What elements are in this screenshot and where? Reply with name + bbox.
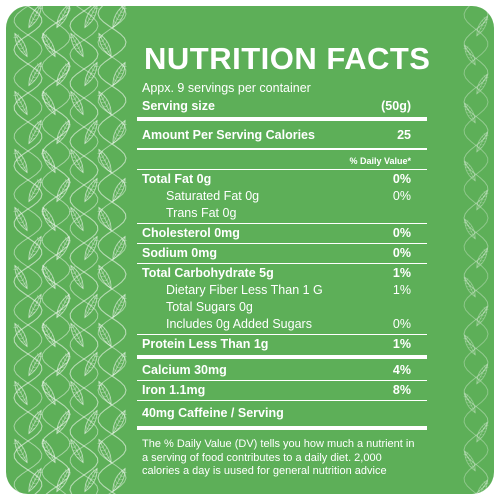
nutrient-dv: 1%	[392, 337, 411, 351]
nutrient-label: Saturated Fat 0g	[166, 189, 260, 203]
divider	[137, 380, 427, 381]
servings-per-container: Appx. 9 servings per container	[142, 81, 311, 95]
nutrient-dv: 0%	[392, 172, 411, 186]
nutrient-dv: 1%	[392, 266, 411, 280]
nutrient-row-total-fat: Total Fat 0g 0%	[137, 171, 427, 188]
nutrient-dv: 8%	[392, 383, 411, 397]
nutrient-row-sodium: Sodium 0mg 0%	[137, 245, 427, 262]
nutrient-dv: 1%	[392, 283, 411, 297]
divider	[137, 169, 427, 170]
divider	[137, 223, 427, 224]
nutrient-label: Cholesterol 0mg	[142, 226, 240, 240]
nutrient-dv: 0%	[392, 317, 411, 331]
nutrient-label: Total Sugars 0g	[166, 300, 253, 314]
caffeine-label: 40mg Caffeine / Serving	[142, 406, 284, 420]
nutrient-row-total-carbohydrate: Total Carbohydrate 5g 1%	[137, 265, 427, 282]
serving-size-value: (50g)	[381, 99, 411, 113]
divider	[137, 355, 427, 359]
nutrient-label: Includes 0g Added Sugars	[166, 317, 312, 331]
divider	[137, 243, 427, 244]
calories-row: Amount Per Serving Calories 25	[137, 124, 427, 146]
nutrient-dv: 0%	[392, 246, 411, 260]
nutrient-row-iron: Iron 1.1mg 8%	[137, 382, 427, 399]
nutrient-row-dietary-fiber: Dietary Fiber Less Than 1 G 1%	[137, 282, 427, 299]
divider	[137, 426, 427, 430]
nutrient-row-cholesterol: Cholesterol 0mg 0%	[137, 225, 427, 242]
page-title: NUTRITION FACTS	[144, 41, 431, 76]
nutrient-label: Protein Less Than 1g	[142, 337, 269, 351]
nutrient-label: Sodium 0mg	[142, 246, 218, 260]
divider	[137, 263, 427, 264]
nutrition-facts-label: NUTRITION FACTS Appx. 9 servings per con…	[137, 41, 431, 479]
divider	[137, 400, 427, 401]
divider	[137, 148, 427, 150]
daily-value-footnote: The % Daily Value (DV) tells you how muc…	[142, 438, 415, 477]
nutrient-label: Total Fat 0g	[142, 172, 212, 186]
nutrient-label: Total Carbohydrate 5g	[142, 266, 274, 280]
divider	[137, 334, 427, 335]
daily-value-header: % Daily Value*	[349, 156, 411, 166]
nutrient-label: Calcium 30mg	[142, 363, 227, 377]
leaf-vine-pattern	[13, 6, 489, 494]
nutrient-row-calcium: Calcium 30mg 4%	[137, 362, 427, 379]
nutrition-panel: NUTRITION FACTS Appx. 9 servings per con…	[6, 6, 494, 494]
divider	[137, 117, 427, 121]
nutrient-row-saturated-fat: Saturated Fat 0g 0%	[137, 188, 427, 205]
nutrient-row-protein: Protein Less Than 1g 1%	[137, 336, 427, 353]
caffeine-row: 40mg Caffeine / Serving	[137, 402, 427, 424]
nutrient-row-trans-fat: Trans Fat 0g	[137, 205, 427, 222]
serving-size-row: Serving size (50g)	[137, 98, 427, 115]
nutrient-dv: 0%	[392, 189, 411, 203]
nutrient-label: Dietary Fiber Less Than 1 G	[166, 283, 323, 297]
nutrient-dv: 4%	[392, 363, 411, 377]
nutrient-label: Iron 1.1mg	[142, 383, 206, 397]
nutrient-row-total-sugars: Total Sugars 0g	[137, 299, 427, 316]
calories-value: 25	[397, 128, 411, 142]
nutrient-label: Trans Fat 0g	[166, 206, 237, 220]
calories-label: Amount Per Serving Calories	[142, 128, 315, 142]
serving-size-label: Serving size	[142, 99, 215, 113]
nutrient-dv: 0%	[392, 226, 411, 240]
nutrient-row-added-sugars: Includes 0g Added Sugars 0%	[137, 316, 427, 333]
